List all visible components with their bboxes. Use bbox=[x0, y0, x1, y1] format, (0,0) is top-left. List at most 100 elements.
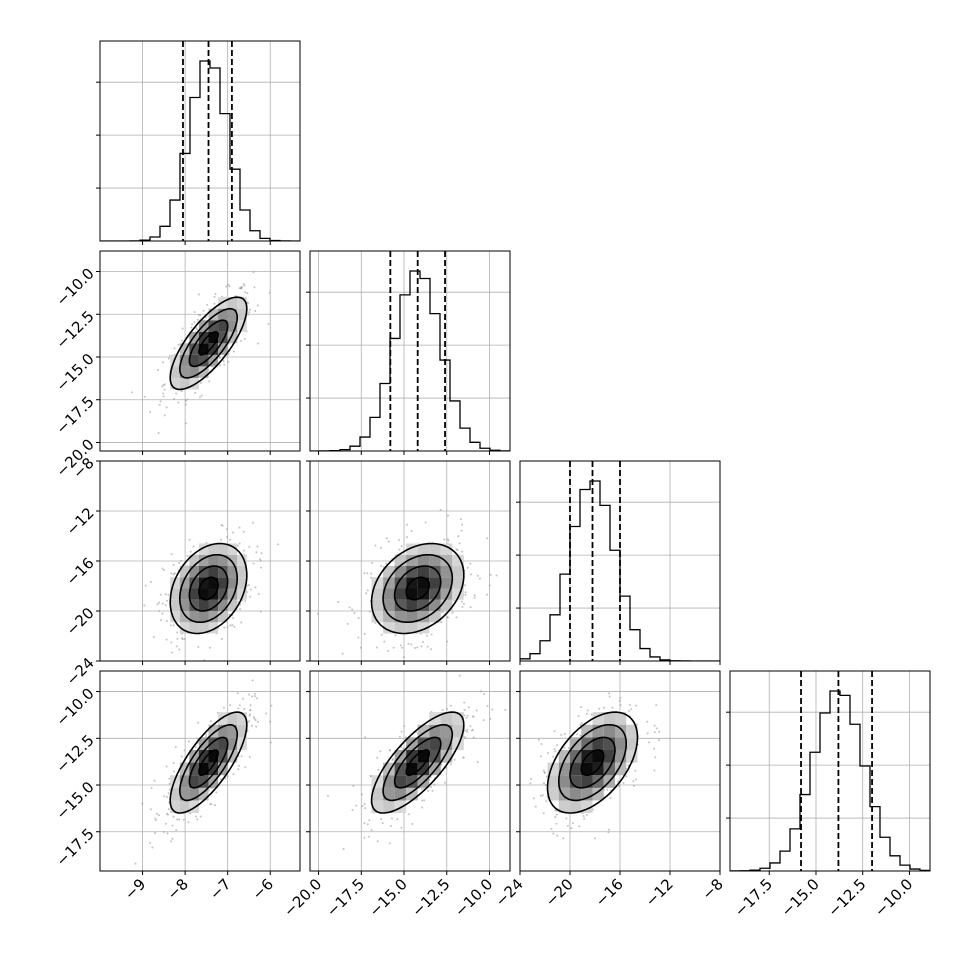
sample-point bbox=[390, 817, 393, 820]
density-cell bbox=[227, 588, 238, 600]
sample-point bbox=[243, 337, 246, 340]
sample-point bbox=[598, 707, 601, 710]
contour-line bbox=[558, 724, 627, 802]
sample-point bbox=[184, 403, 187, 406]
density-cell bbox=[429, 599, 441, 611]
sample-point bbox=[368, 819, 371, 822]
sample-point bbox=[187, 740, 190, 743]
sample-point bbox=[192, 545, 195, 548]
sample-point bbox=[366, 572, 369, 575]
sample-point bbox=[630, 708, 633, 711]
density-cell bbox=[218, 737, 228, 750]
density-cell bbox=[417, 543, 430, 555]
sample-point bbox=[200, 394, 203, 397]
sample-point bbox=[617, 780, 620, 783]
sample-point bbox=[369, 610, 372, 613]
density-cell bbox=[406, 787, 418, 801]
sample-point bbox=[197, 313, 200, 316]
panel-frame bbox=[99, 40, 301, 242]
sample-point bbox=[359, 646, 362, 649]
sample-point bbox=[387, 649, 390, 652]
density-cell bbox=[429, 577, 441, 589]
sample-point bbox=[429, 785, 432, 788]
contour-line bbox=[546, 711, 639, 814]
sample-point bbox=[461, 550, 464, 553]
density-cell bbox=[615, 749, 627, 763]
x-tick-label: −15.0 bbox=[778, 875, 823, 920]
sample-point bbox=[426, 645, 429, 648]
sample-point bbox=[251, 679, 254, 682]
density-cell bbox=[227, 297, 238, 309]
x-tick-label: −16 bbox=[592, 875, 627, 910]
panel-frame bbox=[99, 250, 301, 452]
density-cell bbox=[218, 724, 228, 738]
sample-point bbox=[240, 755, 243, 758]
sample-point bbox=[399, 644, 402, 647]
sample-point bbox=[402, 656, 405, 659]
sample-point bbox=[486, 537, 489, 540]
sample-point bbox=[554, 750, 557, 753]
sample-point bbox=[157, 814, 160, 817]
density-cell bbox=[170, 377, 180, 390]
scatter-panel-p3-vs-p2 bbox=[306, 460, 511, 665]
density-cell bbox=[227, 543, 238, 555]
sample-point bbox=[163, 795, 166, 798]
density-cell bbox=[198, 787, 209, 801]
sample-point bbox=[269, 720, 272, 723]
sample-point bbox=[433, 783, 436, 786]
sample-point bbox=[453, 758, 456, 761]
sample-point bbox=[552, 832, 555, 835]
density-cell bbox=[383, 800, 395, 814]
sample-point bbox=[466, 728, 469, 731]
sample-point bbox=[229, 538, 232, 541]
sample-point bbox=[463, 714, 466, 717]
density-cell bbox=[417, 599, 430, 611]
sample-point bbox=[181, 327, 184, 330]
density-cell bbox=[429, 749, 441, 763]
density-cell bbox=[170, 588, 180, 600]
y-tick-label: −17.5 bbox=[52, 393, 97, 438]
density-cell bbox=[394, 566, 407, 578]
sample-point bbox=[364, 736, 367, 739]
sample-point bbox=[172, 761, 175, 764]
sample-point bbox=[254, 310, 257, 313]
density-cell bbox=[198, 354, 209, 367]
sample-point bbox=[199, 381, 202, 384]
panel-frame bbox=[99, 460, 301, 662]
sample-point bbox=[553, 748, 556, 751]
density-cell bbox=[371, 577, 384, 589]
sample-point bbox=[182, 818, 185, 821]
sample-point bbox=[469, 725, 472, 728]
sample-point bbox=[515, 782, 517, 784]
sample-point bbox=[563, 733, 566, 736]
sample-point bbox=[570, 827, 573, 830]
sample-point bbox=[471, 715, 474, 718]
sample-point bbox=[213, 295, 216, 298]
density-cell bbox=[218, 543, 228, 555]
y-tick-label: −15.0 bbox=[52, 778, 97, 823]
density-cell bbox=[592, 787, 604, 801]
sample-point bbox=[459, 518, 462, 521]
density-cell bbox=[452, 554, 464, 566]
density-cell bbox=[208, 320, 219, 332]
contour-line bbox=[169, 542, 248, 635]
density-cell bbox=[592, 737, 604, 750]
sample-point bbox=[377, 768, 380, 771]
sample-point bbox=[405, 536, 408, 539]
density-cell bbox=[208, 599, 219, 611]
density-cell bbox=[189, 622, 199, 634]
sample-point bbox=[447, 514, 450, 517]
density-cell bbox=[383, 622, 395, 634]
sample-point bbox=[244, 600, 247, 603]
sample-point bbox=[253, 692, 256, 695]
sample-point bbox=[257, 593, 260, 596]
sample-point bbox=[143, 395, 146, 398]
density-cell bbox=[371, 588, 384, 600]
sample-point bbox=[162, 392, 165, 395]
sample-point bbox=[240, 287, 243, 290]
density-cell bbox=[237, 577, 247, 589]
sample-point bbox=[400, 545, 403, 548]
sample-point bbox=[165, 765, 168, 768]
sample-point bbox=[363, 836, 366, 839]
histogram bbox=[730, 690, 930, 871]
